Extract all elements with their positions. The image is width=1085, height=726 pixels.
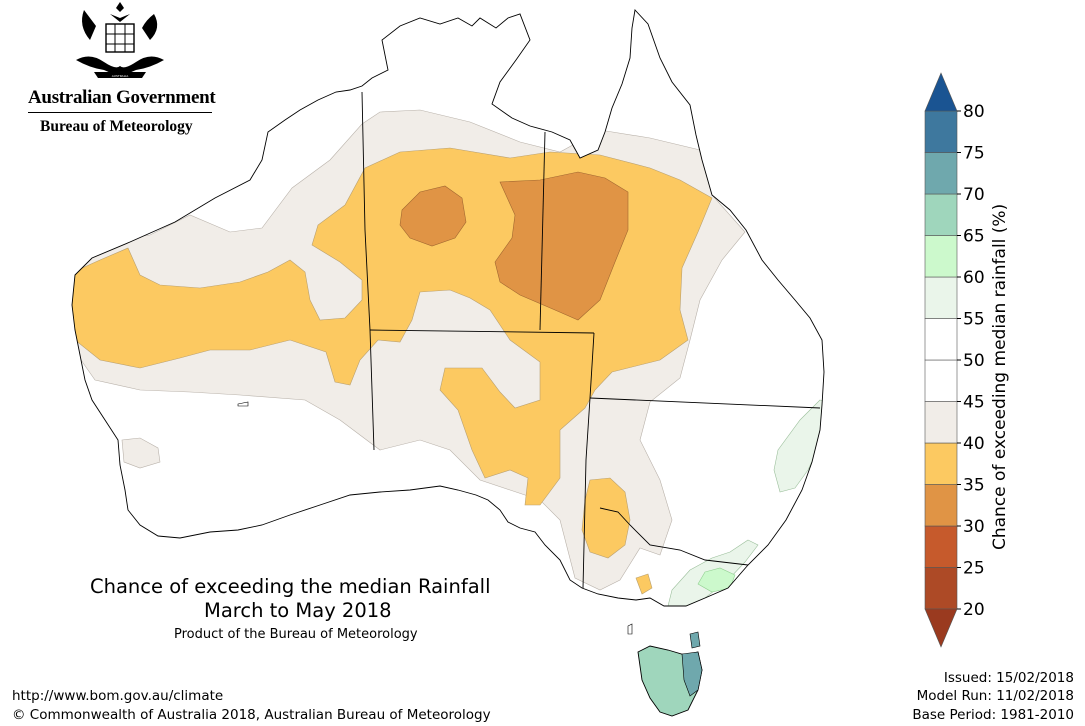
coat-of-arms-logo: AUSTRALIA xyxy=(76,2,164,78)
region-chance-40-45-sw xyxy=(121,437,161,469)
colorbar-tick-label: 80 xyxy=(963,102,985,122)
region-chance-35-40-se xyxy=(581,477,631,559)
region-chance-70-75-tas xyxy=(681,651,703,697)
colorbar-tick-label: 55 xyxy=(963,310,985,330)
colorbar-tick-label: 45 xyxy=(963,393,985,413)
colorbar-tick-label: 75 xyxy=(963,144,985,164)
colorbar-legend: 80 75 70 65 60 55 50 45 40 35 30 25 20 xyxy=(924,72,985,648)
colorbar-band-50-55 xyxy=(924,318,958,361)
map-title: Chance of exceeding the median Rainfall xyxy=(90,575,491,598)
region-chance-55-60-nsw xyxy=(773,399,824,493)
coastline xyxy=(71,9,825,607)
colorbar-band-40-45 xyxy=(924,401,958,444)
tasmania xyxy=(627,623,703,717)
colorbar-tick-label: 25 xyxy=(963,559,985,579)
colorbar-band-30-35 xyxy=(924,484,958,527)
colorbar-band-25-30 xyxy=(924,525,958,568)
colorbar-tick-label: 20 xyxy=(963,600,985,620)
region-chance-35-40-small xyxy=(635,573,653,595)
agency-divider xyxy=(28,112,212,113)
issued-date: Issued: 15/02/2018 xyxy=(943,670,1074,686)
colorbar-band-55-60 xyxy=(924,276,958,319)
king-island xyxy=(627,623,633,635)
colorbar-tick-label: 30 xyxy=(963,517,985,537)
islands-bass-strait xyxy=(689,631,701,649)
base-period: Base Period: 1981-2010 xyxy=(912,707,1074,723)
colorbar-band-60-65 xyxy=(924,235,958,278)
copyright-notice: © Commonwealth of Australia 2018, Austra… xyxy=(12,707,491,723)
colorbar-band-75-80 xyxy=(924,110,958,153)
agency-bureau: Bureau of Meteorology xyxy=(40,118,193,135)
colorbar-band-45-50 xyxy=(924,359,958,402)
colorbar-band-20-25 xyxy=(924,567,958,610)
colorbar-tick-label: 40 xyxy=(963,434,985,454)
agency-name: Australian Government xyxy=(28,87,216,108)
colorbar-above-arrow xyxy=(924,72,958,112)
region-chance-30-35-ne xyxy=(494,171,629,321)
colorbar-below-arrow xyxy=(924,608,958,648)
colorbar-title: Chance of exceeding median rainfall (%) xyxy=(990,203,1010,550)
colorbar-tick-label: 70 xyxy=(963,185,985,205)
map-product-credit: Product of the Bureau of Meteorology xyxy=(174,627,418,642)
state-borders xyxy=(361,91,821,589)
region-chance-30-35-nw xyxy=(399,185,467,247)
island-small-nw xyxy=(237,401,249,407)
source-url: http://www.bom.gov.au/climate xyxy=(12,688,224,704)
colorbar-band-35-40 xyxy=(924,442,958,485)
colorbar-tick-label: 50 xyxy=(963,351,985,371)
colorbar-tick-label: 35 xyxy=(963,476,985,496)
svg-text:AUSTRALIA: AUSTRALIA xyxy=(112,74,130,78)
colorbar-tick-label: 60 xyxy=(963,268,985,288)
model-run-date: Model Run: 11/02/2018 xyxy=(916,688,1074,704)
colorbar-band-65-70 xyxy=(924,193,958,236)
colorbar-tick-label: 65 xyxy=(963,227,985,247)
colorbar-band-70-75 xyxy=(924,152,958,195)
map-period: March to May 2018 xyxy=(204,599,392,622)
